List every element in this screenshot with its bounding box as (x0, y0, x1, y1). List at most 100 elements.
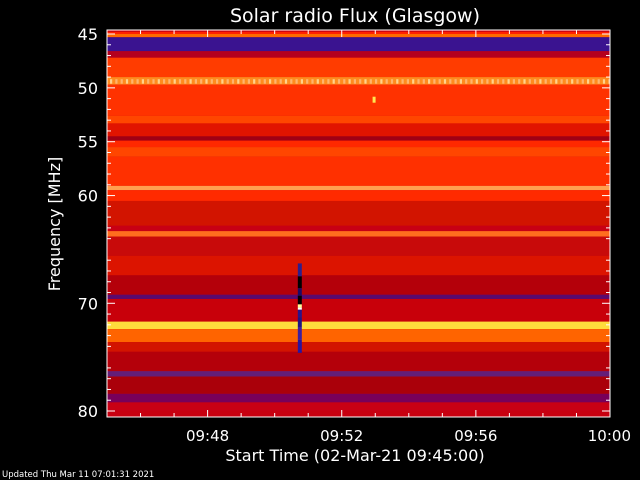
interference-dot (131, 79, 134, 84)
interference-dot (332, 79, 335, 84)
interference-dot (141, 79, 144, 84)
interference-dot (380, 79, 383, 84)
interference-dot (396, 79, 399, 84)
x-axis-label: Start Time (02-Mar-21 09:45:00) (225, 446, 484, 465)
spectral-band (107, 31, 610, 34)
interference-dot (253, 79, 256, 84)
spectral-band (107, 351, 610, 372)
spectral-band (107, 329, 610, 343)
interference-dot (237, 79, 240, 84)
spectral-band (107, 51, 610, 58)
interference-dot (534, 79, 537, 84)
interference-dot (343, 79, 346, 84)
interference-dot (390, 79, 394, 84)
interference-dot (454, 79, 457, 84)
burst-segment (297, 307, 302, 310)
interference-dot (173, 79, 176, 84)
y-tick-label: 80 (78, 402, 98, 421)
interference-dot (549, 79, 553, 84)
burst-segment (297, 309, 302, 318)
x-axis-ticks: 09:48 09:52 09:56 10:00 (140, 30, 631, 445)
interference-dot (306, 79, 309, 84)
interference-dot (242, 79, 245, 84)
interference-dot (401, 79, 404, 84)
interference-dot (428, 79, 431, 84)
interference-dot (587, 79, 590, 84)
interference-dot (110, 79, 113, 84)
interference-dot (544, 79, 547, 84)
interference-dot (502, 79, 505, 84)
interference-dot (216, 79, 219, 84)
spectral-band (107, 225, 610, 232)
x-tick-label: 09:48 (186, 427, 229, 445)
interference-dot (311, 79, 314, 84)
interference-dot (115, 79, 118, 84)
y-tick-label: 55 (78, 133, 98, 152)
plot-frame (106, 29, 611, 418)
interference-dot (597, 79, 600, 84)
spectral-band (107, 57, 610, 78)
interference-dot (136, 79, 139, 84)
spectral-band (107, 37, 610, 52)
interference-dot (184, 79, 187, 84)
interference-dot (300, 79, 303, 84)
interference-dot (284, 79, 288, 84)
interference-dot (295, 79, 298, 84)
interference-dot (322, 79, 325, 84)
burst-segment (297, 295, 302, 305)
interference-dots (110, 79, 610, 84)
spectral-band (107, 402, 610, 411)
spectral-band (107, 298, 610, 322)
interference-dot (263, 79, 266, 84)
interference-dot (592, 79, 595, 84)
spectral-band (107, 123, 610, 137)
interference-dot (443, 79, 447, 84)
spectral-band (107, 136, 610, 141)
interference-dot (608, 79, 610, 84)
interference-dot (412, 79, 415, 84)
interference-dot (364, 79, 367, 84)
interference-dot (518, 79, 521, 84)
interference-dot (459, 79, 462, 84)
spectral-band (107, 294, 610, 299)
interference-dot (406, 79, 409, 84)
interference-dot (210, 79, 213, 84)
interference-dot (417, 79, 420, 84)
interference-dot (496, 79, 500, 84)
interference-dot (247, 79, 250, 84)
interference-dot (178, 79, 182, 84)
spectral-band (107, 147, 610, 157)
interference-dot (200, 79, 203, 84)
interference-dot (152, 79, 155, 84)
interference-dot (539, 79, 542, 84)
spectral-band (107, 140, 610, 148)
x-tick-label: 10:00 (588, 427, 631, 445)
interference-dot (221, 79, 224, 84)
interference-dot (226, 79, 229, 84)
interference-dot (205, 79, 208, 84)
bright-spot-feature (372, 96, 376, 103)
interference-dot (555, 79, 558, 84)
interference-dot (507, 79, 510, 84)
spectral-band (107, 371, 610, 377)
spectral-band (107, 376, 610, 394)
spectral-band (107, 342, 610, 352)
interference-dot (157, 79, 160, 84)
interference-dot (486, 79, 489, 84)
interference-dot (470, 79, 473, 84)
interference-dot (163, 79, 166, 84)
interference-dot (571, 79, 574, 84)
spectral-band (107, 255, 610, 276)
interference-dot (120, 79, 123, 84)
updated-timestamp: Updated Thu Mar 11 07:01:31 2021 (2, 470, 154, 480)
interference-dot (560, 79, 563, 84)
interference-dot (337, 79, 341, 84)
spectral-band (107, 321, 610, 330)
burst-segment (297, 317, 302, 327)
interference-dot (422, 79, 425, 84)
spectral-band (107, 77, 610, 85)
bright-spot (372, 96, 376, 103)
interference-dot (258, 79, 261, 84)
spectral-band (107, 275, 610, 295)
